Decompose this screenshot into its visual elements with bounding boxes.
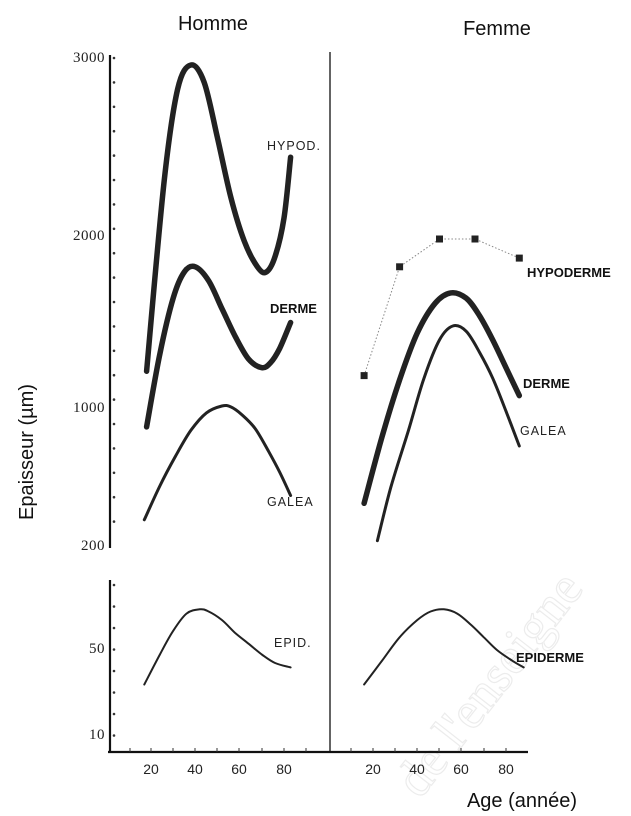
y-tick-dot-3: [112, 129, 116, 133]
series-femme-galea: [375, 324, 521, 543]
y-tick-dot-8: [112, 251, 116, 255]
xtick-femme-60: 60: [453, 761, 469, 777]
y-tick-dot-4: [112, 154, 116, 157]
series-femme-hypoderme-marker-4: [515, 254, 523, 262]
label-femme-derme: DERME: [523, 376, 570, 391]
axis-tick-dots: [112, 56, 507, 752]
panel-title-homme: Homme: [178, 13, 248, 35]
label-femme-epiderme: EPIDERME: [516, 650, 584, 665]
series-femme-hypoderme-marker-2: [436, 235, 443, 243]
series-femme-hypoderme-line: [363, 238, 520, 376]
ytick-50: 50: [89, 641, 105, 657]
y-tick-dot-0: [112, 56, 116, 60]
y-tick-dot-23: [112, 648, 116, 651]
y-tick-dot-7: [112, 227, 116, 231]
y-tick-dot-17: [112, 471, 116, 475]
y-tick-dot-24: [112, 669, 116, 673]
y-tick-dot-19: [112, 520, 116, 523]
label-homme-epid: EPID.: [274, 636, 312, 650]
series-homme-hypod: [143, 62, 294, 374]
label-femme-hypoderme: HYPODERME: [527, 265, 611, 280]
y-tick-dot-14: [112, 398, 116, 401]
ytick-200: 200: [81, 538, 105, 554]
y-tick-dot-20: [112, 583, 116, 587]
ytick-3000: 3000: [73, 50, 105, 66]
y-tick-dot-18: [112, 495, 116, 499]
y-tick-dot-16: [112, 447, 116, 450]
series-femme-hypoderme-marker-3: [471, 235, 479, 243]
y-tick-dot-22: [112, 626, 116, 630]
y-tick-dot-5: [112, 178, 116, 182]
y-tick-dot-25: [112, 691, 116, 694]
y-axis-label: Epaisseur (µm): [16, 384, 38, 520]
data-series: [142, 62, 525, 686]
series-femme-epiderme: [363, 608, 525, 686]
y-tick-dot-26: [112, 712, 116, 716]
series-femme-derme: [361, 289, 523, 507]
ytick-2000: 2000: [73, 228, 105, 244]
xtick-homme-20: 20: [143, 761, 159, 777]
xtick-femme-20: 20: [365, 761, 381, 777]
ytick-1000: 1000: [73, 400, 105, 416]
y-tick-dot-10: [112, 300, 116, 304]
xtick-femme-40: 40: [409, 761, 425, 777]
y-tick-dot-12: [112, 349, 116, 353]
xtick-homme-80: 80: [276, 761, 292, 777]
label-homme-derme: DERME: [270, 301, 317, 316]
series-homme-galea: [142, 403, 293, 522]
series-homme-epid: [143, 608, 292, 686]
x-axis-label: Age (année): [467, 790, 577, 812]
y-tick-dot-6: [112, 203, 116, 206]
series-femme-hypoderme-marker-0: [360, 372, 368, 380]
y-tick-dot-11: [112, 325, 116, 328]
y-tick-dot-2: [112, 105, 116, 109]
y-tick-dot-1: [112, 81, 116, 84]
y-tick-dot-13: [112, 373, 116, 377]
label-femme-galea: GALEA: [520, 424, 567, 438]
label-homme-hypod: HYPOD.: [267, 139, 321, 153]
series-femme-hypoderme-marker-1: [396, 263, 404, 271]
y-tick-dot-9: [112, 276, 116, 279]
label-homme-galea: GALEA: [267, 495, 314, 509]
y-tick-dot-27: [112, 734, 116, 737]
xtick-homme-40: 40: [187, 761, 203, 777]
xtick-femme-80: 80: [498, 761, 514, 777]
y-tick-dot-15: [112, 422, 116, 426]
panel-title-femme: Femme: [463, 18, 531, 40]
xtick-homme-60: 60: [231, 761, 247, 777]
series-homme-derme: [143, 263, 294, 430]
ytick-10: 10: [89, 727, 105, 743]
y-tick-dot-21: [112, 605, 116, 608]
